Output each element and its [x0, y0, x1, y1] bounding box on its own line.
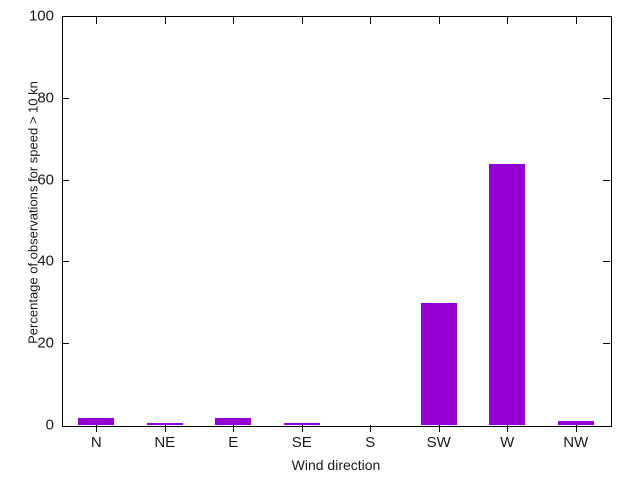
bar-se [283, 423, 320, 425]
x-axis-tick-mark-top [507, 17, 509, 24]
y-axis-tick-label: 60 [37, 171, 54, 189]
y-axis-tick-mark [62, 343, 69, 345]
bar-sw [420, 302, 457, 425]
x-axis-tick-label-e: E [228, 434, 239, 451]
x-axis-tick-label-sw: SW [426, 434, 451, 451]
x-axis-tick-mark-top [438, 17, 440, 24]
x-axis-tick-mark [370, 425, 372, 432]
x-axis-tick-mark-top [164, 17, 166, 24]
y-axis-tick-label: 0 [45, 416, 54, 434]
x-axis-tick-mark-top [233, 17, 235, 24]
y-axis-tick-label: 40 [37, 252, 54, 270]
y-axis-tick-mark-right [603, 261, 610, 263]
x-axis-tick-label-se: SE [291, 434, 312, 451]
x-axis-tick-label-nw: NW [563, 434, 589, 451]
bar-e [215, 418, 252, 425]
x-axis-tick-mark [507, 425, 509, 432]
x-axis-tick-mark [575, 425, 577, 432]
y-axis-tick-mark [62, 261, 69, 263]
bar-nw [557, 420, 594, 425]
x-axis-tick-mark-top [575, 17, 577, 24]
bar-ne [146, 423, 183, 425]
x-axis-tick-label-ne: NE [154, 434, 176, 451]
x-axis-tick-mark [96, 425, 98, 432]
y-axis-tick-label: 100 [28, 7, 54, 25]
x-axis-title: Wind direction [291, 457, 381, 473]
x-axis-tick-mark [164, 425, 166, 432]
bar-n [78, 418, 115, 425]
x-axis-tick-mark-top [96, 17, 98, 24]
y-axis-tick-mark-right [603, 179, 610, 181]
bar-w [489, 163, 526, 425]
x-axis-tick-label-w: W [500, 434, 515, 451]
x-axis-tick-mark-top [301, 17, 303, 24]
y-axis-tick-mark-right [603, 97, 610, 99]
x-axis-tick-mark [301, 425, 303, 432]
x-axis-tick-mark-top [370, 17, 372, 24]
y-axis-title: Percentage of observations for speed > 1… [25, 81, 41, 344]
x-axis-tick-mark [233, 425, 235, 432]
y-axis-tick-mark [62, 179, 69, 181]
y-axis-tick-label: 80 [37, 89, 54, 107]
y-axis-tick-mark [62, 97, 69, 99]
x-axis-tick-mark [438, 425, 440, 432]
bar-series [63, 17, 609, 425]
x-axis-tick-label-s: S [365, 434, 376, 451]
y-axis-tick-mark-right [603, 343, 610, 345]
x-axis-tick-label-n: N [90, 434, 102, 451]
y-axis-tick-label: 20 [37, 334, 54, 352]
